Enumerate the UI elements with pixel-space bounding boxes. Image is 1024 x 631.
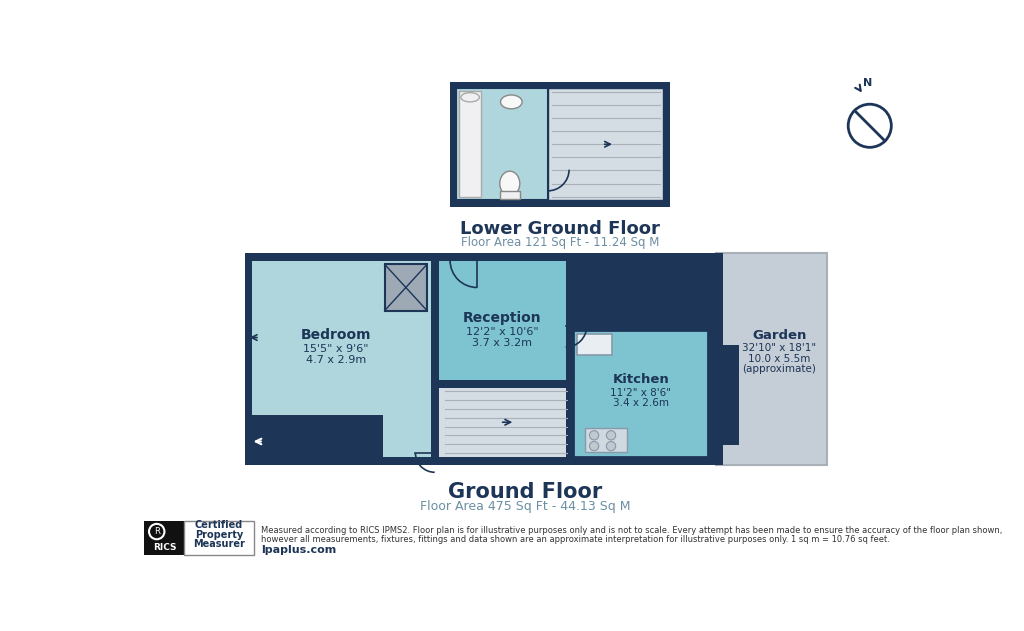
Bar <box>573 330 708 457</box>
Bar <box>376 415 431 457</box>
Bar <box>578 334 611 355</box>
Circle shape <box>590 442 599 451</box>
Text: Floor Area 121 Sq Ft - 11.24 Sq M: Floor Area 121 Sq Ft - 11.24 Sq M <box>461 236 659 249</box>
Bar <box>144 521 184 555</box>
Text: RICS: RICS <box>153 543 176 552</box>
Bar <box>500 191 520 199</box>
Ellipse shape <box>501 95 522 109</box>
Ellipse shape <box>500 171 520 196</box>
Bar <box>245 253 716 464</box>
Bar <box>460 91 481 198</box>
Text: 10.0 x 5.5m: 10.0 x 5.5m <box>749 354 810 363</box>
Bar <box>565 330 573 457</box>
Ellipse shape <box>461 93 479 102</box>
Text: Measured according to RICS IPMS2. Floor plan is for illustrative purposes only a: Measured according to RICS IPMS2. Floor … <box>261 526 1002 535</box>
Text: however all measurements, fixtures, fittings and data shown are an approximate i: however all measurements, fixtures, fitt… <box>261 536 890 545</box>
Text: (approximate): (approximate) <box>742 365 816 374</box>
Text: Ground Floor: Ground Floor <box>447 481 602 502</box>
Bar <box>245 253 716 261</box>
Text: 32'10" x 18'1": 32'10" x 18'1" <box>742 343 816 353</box>
Text: Garden: Garden <box>752 329 807 342</box>
Bar <box>431 261 438 457</box>
Text: Floor Area 475 Sq Ft - 44.13 Sq M: Floor Area 475 Sq Ft - 44.13 Sq M <box>420 500 630 513</box>
Bar <box>438 380 565 387</box>
Text: R: R <box>154 527 160 536</box>
Bar <box>245 457 716 464</box>
Bar <box>708 253 716 464</box>
Text: Property: Property <box>195 529 244 540</box>
Text: Lower Ground Floor: Lower Ground Floor <box>460 220 659 239</box>
Bar <box>451 82 670 206</box>
Bar <box>252 261 431 415</box>
Bar <box>385 264 427 310</box>
Text: 12'2" x 10'6": 12'2" x 10'6" <box>466 327 539 337</box>
Bar <box>376 415 431 461</box>
Bar <box>724 345 739 445</box>
Circle shape <box>606 431 615 440</box>
Bar <box>716 253 724 464</box>
Text: lpaplus.com: lpaplus.com <box>261 545 337 555</box>
Bar <box>457 88 548 201</box>
Bar <box>431 380 438 457</box>
Bar <box>548 88 664 201</box>
Bar <box>252 415 376 457</box>
Bar <box>438 261 565 380</box>
Text: Measurer: Measurer <box>194 539 245 549</box>
Circle shape <box>590 431 599 440</box>
Text: 3.7 x 3.2m: 3.7 x 3.2m <box>472 338 532 348</box>
Bar <box>245 415 376 422</box>
Bar <box>716 253 827 464</box>
Text: 15'5" x 9'6": 15'5" x 9'6" <box>303 344 369 354</box>
Text: 11'2" x 8'6": 11'2" x 8'6" <box>610 388 671 398</box>
Text: Kitchen: Kitchen <box>612 373 669 386</box>
Text: N: N <box>863 78 872 88</box>
Bar <box>585 428 628 452</box>
Bar <box>245 253 252 464</box>
Bar <box>184 521 254 555</box>
Bar <box>438 387 573 457</box>
Bar <box>431 457 581 464</box>
Text: Bedroom: Bedroom <box>300 328 371 342</box>
Text: 3.4 x 2.6m: 3.4 x 2.6m <box>612 398 669 408</box>
Bar <box>565 253 716 330</box>
Text: Certified: Certified <box>195 521 244 531</box>
Text: 4.7 x 2.9m: 4.7 x 2.9m <box>305 355 366 365</box>
Text: Reception: Reception <box>463 311 542 325</box>
Circle shape <box>606 442 615 451</box>
Bar <box>376 415 383 457</box>
